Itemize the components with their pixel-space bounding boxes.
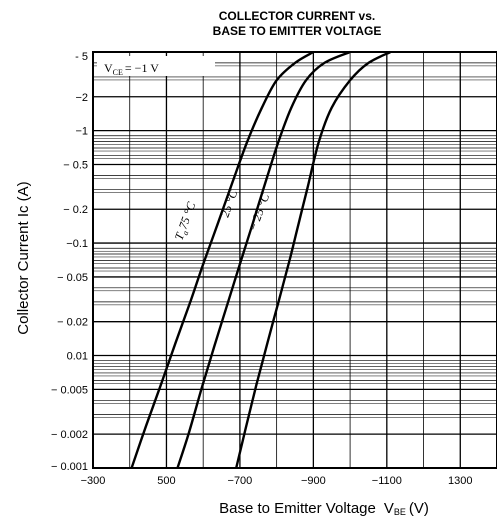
x-axis-label-unit: (V) (409, 500, 429, 517)
y-axis-label: Collector Current Ic (A) (15, 181, 32, 334)
y-tick-labels: - 5 −2 −1 − 0.5 − 0.2 −0.1 − 0.05 − 0.02 0.01 − 0… (51, 51, 88, 473)
series-label-75-text: 75 °C (176, 199, 199, 231)
x-axis-label-symbol: V (384, 500, 394, 517)
x-tick-label: 1300 (448, 475, 472, 487)
y-tick-label: − 0.001 (51, 461, 88, 473)
series-label-75-sub: a (181, 230, 191, 237)
x-tick-label: 500 (157, 475, 175, 487)
series-label-75: Ta75 °C (172, 199, 201, 243)
y-tick-label: − 0.05 (57, 272, 88, 284)
x-tick-labels: −300 500 −700 −900 −1100 1300 (81, 475, 473, 487)
x-axis-label-text: Base to Emitter Voltage (219, 500, 376, 517)
condition-box (97, 56, 215, 76)
series-label-minus25: − 25 °C (246, 191, 273, 233)
y-tick-label: 0.01 (67, 351, 88, 363)
x-tick-label: −1100 (372, 475, 402, 487)
x-tick-label: −300 (81, 475, 106, 487)
y-tick-label: − 0.005 (51, 384, 88, 396)
y-tick-label: −2 (75, 92, 88, 104)
plot-frame (92, 51, 497, 469)
condition-label: VCE = −1 V (104, 61, 159, 77)
y-tick-label: −1 (75, 126, 88, 138)
x-axis-label-sub: BE (394, 507, 406, 517)
condition-sub: CE (113, 68, 123, 77)
condition-prefix: V (104, 61, 113, 75)
series-line-1 (176, 50, 351, 469)
x-axis-label: Base to Emitter Voltage VBE (V) (219, 500, 429, 517)
condition-value: = −1 V (125, 61, 159, 75)
curves (130, 50, 392, 469)
grid (93, 52, 497, 468)
y-tick-label: - 5 (75, 51, 88, 63)
y-tick-label: − 0.2 (63, 204, 88, 216)
x-tick-label: −900 (301, 475, 326, 487)
chart-title-line2: BASE TO EMITTER VOLTAGE (213, 24, 382, 38)
y-tick-label: −0.1 (66, 238, 88, 250)
y-tick-label: − 0.002 (51, 429, 88, 441)
y-tick-label: − 0.5 (63, 159, 88, 171)
y-tick-label: − 0.02 (57, 317, 88, 329)
series-line-0 (130, 50, 315, 469)
series-label-25: 25 °C (218, 187, 241, 219)
x-tick-label: −700 (228, 475, 253, 487)
series-line-2 (235, 50, 392, 469)
chart-title-line1: COLLECTOR CURRENT vs. (219, 9, 375, 23)
